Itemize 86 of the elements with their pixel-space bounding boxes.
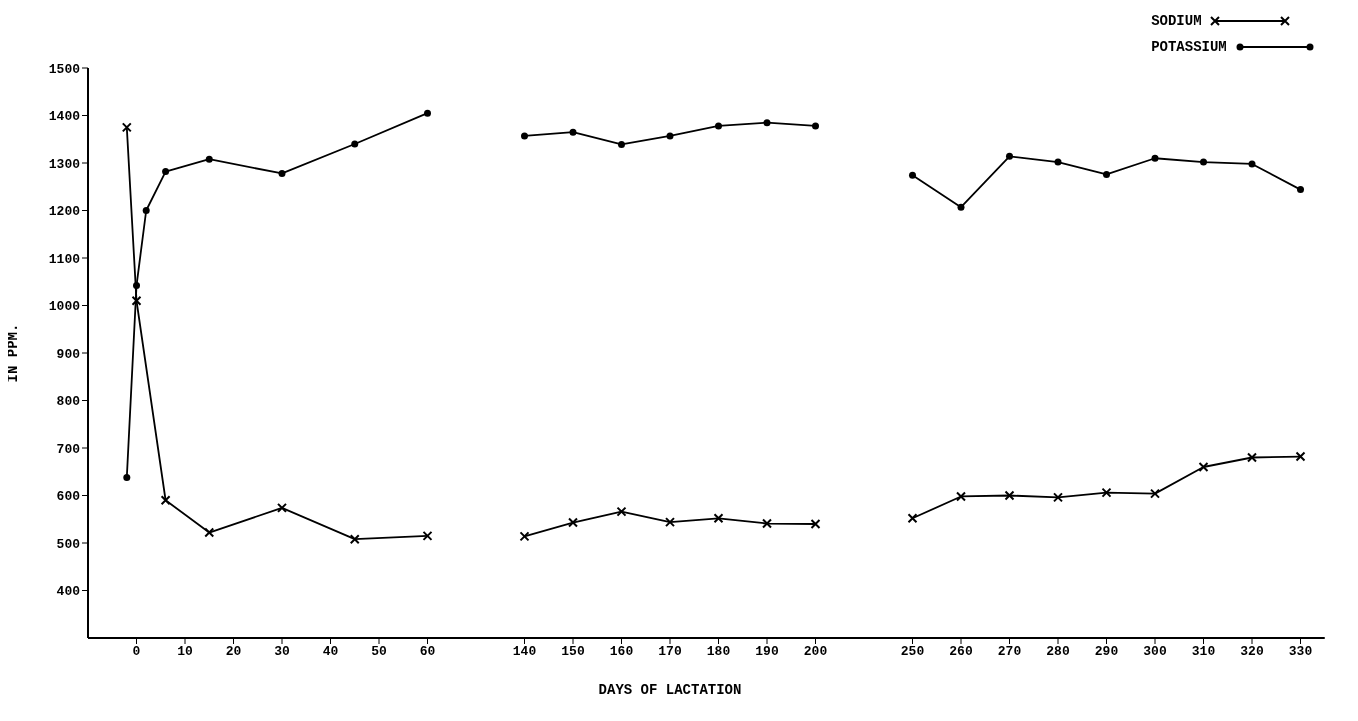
point bbox=[142, 207, 150, 214]
point bbox=[205, 155, 213, 163]
x-tick-label: 330 bbox=[1288, 644, 1313, 660]
point bbox=[810, 519, 821, 529]
x-tick-label: 30 bbox=[274, 644, 290, 660]
y-tick-label: 500 bbox=[56, 536, 81, 552]
point bbox=[713, 513, 724, 524]
point bbox=[715, 122, 722, 130]
y-tick-label: 1200 bbox=[48, 204, 81, 220]
point bbox=[519, 531, 530, 542]
y-tick-label: 600 bbox=[56, 489, 81, 505]
point bbox=[956, 491, 966, 502]
point bbox=[121, 122, 132, 133]
point bbox=[618, 140, 625, 148]
x-tick-label: 270 bbox=[997, 644, 1022, 660]
point bbox=[160, 495, 171, 506]
x-tick-label: 60 bbox=[419, 644, 436, 660]
point bbox=[1151, 154, 1159, 162]
x-tick-label: 150 bbox=[561, 644, 585, 660]
point bbox=[763, 119, 771, 127]
y-tick-label: 800 bbox=[56, 394, 81, 410]
y-tick-label: 700 bbox=[56, 441, 81, 457]
point bbox=[762, 518, 772, 529]
point bbox=[665, 517, 675, 528]
y-tick-label: 900 bbox=[56, 346, 81, 362]
point bbox=[1248, 160, 1256, 168]
y-tick-label: 1300 bbox=[48, 156, 81, 172]
point bbox=[422, 530, 433, 541]
point bbox=[204, 527, 215, 538]
point bbox=[666, 132, 674, 140]
point bbox=[909, 171, 916, 179]
point bbox=[424, 109, 431, 117]
point bbox=[521, 132, 528, 140]
x-tick-label: 260 bbox=[949, 644, 973, 660]
point bbox=[162, 168, 170, 176]
point bbox=[1198, 462, 1209, 472]
x-tick-label: 140 bbox=[512, 644, 537, 660]
point bbox=[1200, 158, 1207, 166]
point bbox=[1054, 158, 1062, 166]
point bbox=[1053, 492, 1063, 503]
point bbox=[131, 295, 142, 306]
y-tick-label: 1100 bbox=[48, 251, 81, 267]
x-tick-label: 300 bbox=[1143, 644, 1167, 660]
x-tick-label: 170 bbox=[658, 644, 682, 660]
x-tick-label: 280 bbox=[1046, 644, 1070, 660]
x-tick-label: 10 bbox=[177, 644, 193, 660]
point bbox=[907, 513, 918, 524]
point bbox=[349, 534, 360, 545]
x-tick-label: 320 bbox=[1240, 644, 1264, 660]
point bbox=[568, 517, 578, 528]
point bbox=[1295, 451, 1306, 462]
y-tick-label: 400 bbox=[56, 584, 81, 600]
x-tick-label: 180 bbox=[706, 644, 731, 660]
point bbox=[957, 203, 965, 211]
point bbox=[1004, 490, 1015, 501]
point bbox=[1150, 488, 1160, 499]
point bbox=[1006, 152, 1013, 160]
y-axis-title: IN PPM. bbox=[4, 323, 21, 383]
point bbox=[278, 169, 286, 177]
x-tick-label: 200 bbox=[803, 644, 828, 660]
point bbox=[1101, 487, 1112, 498]
x-tick-label: 40 bbox=[322, 644, 339, 660]
x-tick-label: 160 bbox=[609, 644, 634, 660]
point bbox=[569, 128, 577, 136]
y-tick-label: 1500 bbox=[48, 61, 81, 77]
point bbox=[123, 473, 131, 481]
legend-label: POTASSIUM bbox=[1151, 39, 1227, 55]
point bbox=[351, 140, 359, 148]
y-tick-label: 1400 bbox=[48, 109, 81, 125]
point bbox=[616, 506, 627, 517]
y-tick-label: 1000 bbox=[48, 299, 81, 315]
x-axis-title: DAYS OF LACTATION bbox=[598, 682, 742, 698]
point bbox=[133, 282, 140, 290]
x-tick-label: 0 bbox=[132, 644, 141, 660]
point bbox=[1297, 186, 1304, 194]
x-tick-label: 250 bbox=[900, 644, 925, 660]
point bbox=[277, 502, 287, 513]
x-tick-label: 20 bbox=[225, 644, 242, 660]
x-tick-label: 50 bbox=[371, 644, 387, 660]
x-tick-label: 290 bbox=[1094, 644, 1119, 660]
x-tick-label: 190 bbox=[755, 644, 779, 660]
point bbox=[1103, 170, 1110, 178]
legend-label: SODIUM bbox=[1151, 13, 1202, 29]
x-tick-label: 310 bbox=[1191, 644, 1216, 660]
point bbox=[1247, 452, 1257, 463]
point bbox=[812, 122, 819, 130]
